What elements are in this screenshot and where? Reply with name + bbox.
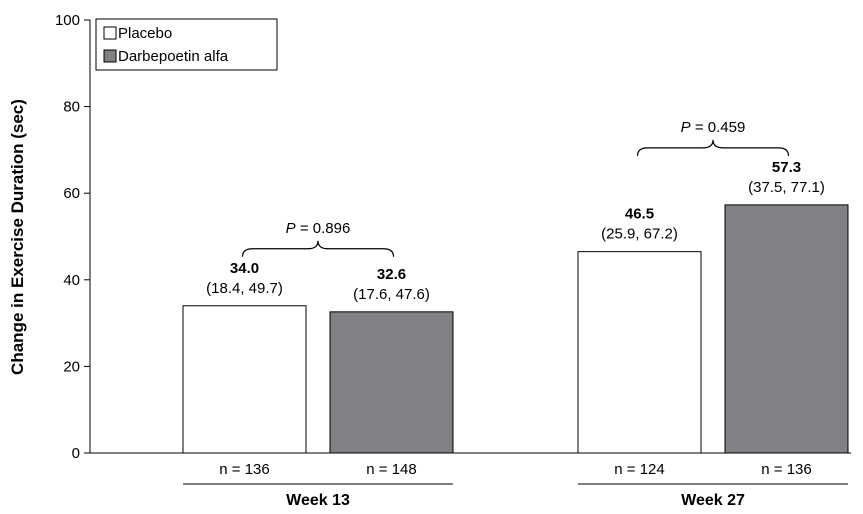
y-tick-label: 100 [55, 12, 80, 29]
y-tick-label: 80 [63, 99, 80, 116]
axes: 0 20 40 60 80 100 Change in Exercise Duration … [8, 12, 851, 509]
bar-placebo [577, 251, 702, 454]
bar-darbepoetin [724, 204, 849, 454]
bar-n-label: n = 136 [761, 461, 811, 478]
y-tick-label: 20 [63, 358, 80, 375]
bar-value-label: 46.5 [625, 206, 654, 223]
bar-ci-label: (37.5, 77.1) [748, 179, 825, 196]
group-label: Week 13 [286, 492, 350, 509]
legend-swatch [103, 49, 117, 63]
legend-label: Placebo [118, 25, 172, 42]
bar-n-label: n = 136 [219, 461, 269, 478]
bar-ci-label: (17.6, 47.6) [353, 286, 430, 303]
bars [182, 204, 849, 454]
y-tick-label: 40 [63, 272, 80, 289]
bar-value-label: 57.3 [772, 159, 801, 176]
significance-brace [241, 240, 395, 257]
bar-n-label: n = 124 [614, 461, 664, 478]
group-label: Week 27 [681, 492, 745, 509]
bar-n-label: n = 148 [366, 461, 416, 478]
bar-placebo [182, 305, 307, 454]
y-axis-label: Change in Exercise Duration (sec) [8, 99, 27, 375]
legend-label: Darbepoetin alfa [118, 48, 229, 65]
legend-box [95, 18, 278, 71]
bar-darbepoetin [329, 311, 454, 454]
significance-brace [636, 139, 790, 156]
p-value-label: P = 0.896 [286, 220, 351, 237]
p-value-label: P = 0.459 [681, 119, 746, 136]
bar-value-label: 34.0 [230, 260, 259, 277]
bar-ci-label: (25.9, 67.2) [601, 226, 678, 243]
annotations: 34.0 (18.4, 49.7) n = 136 32.6 (17.6, 47.6) n… [206, 119, 825, 478]
bar-value-label: 32.6 [377, 266, 406, 283]
legend-swatch [103, 26, 117, 40]
bar-ci-label: (18.4, 49.7) [206, 280, 283, 297]
legend: Placebo Darbepoetin alfa [95, 18, 278, 71]
y-tick-label: 0 [72, 445, 80, 462]
y-tick-label: 60 [63, 185, 80, 202]
